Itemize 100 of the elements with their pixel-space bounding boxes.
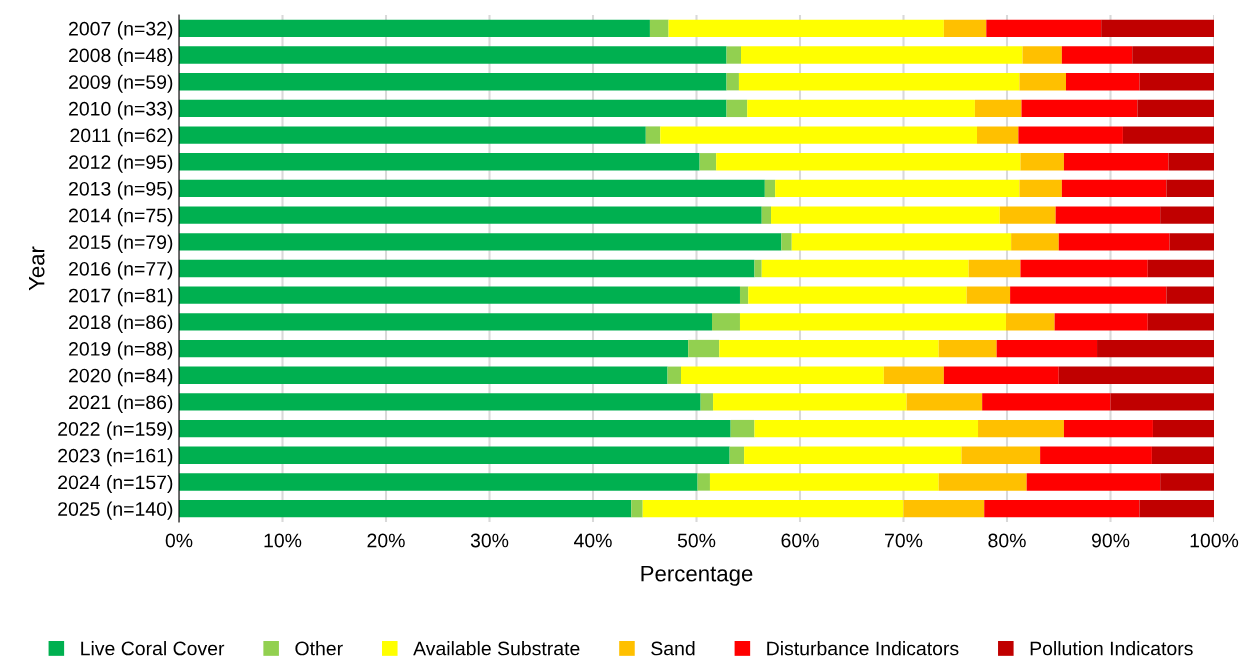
bar <box>761 206 772 224</box>
bar <box>1066 73 1140 91</box>
bar <box>1166 179 1214 198</box>
bar <box>719 339 939 358</box>
bar <box>906 393 983 411</box>
bar <box>649 19 669 38</box>
x-tick-label: 70% <box>885 533 923 548</box>
bar <box>1147 313 1214 331</box>
bar <box>1011 233 1059 251</box>
bar <box>1139 499 1214 518</box>
bar <box>1058 233 1170 251</box>
bar <box>642 499 904 518</box>
bar <box>976 126 1019 144</box>
bar <box>631 499 643 518</box>
bar <box>966 286 1011 304</box>
bar <box>726 73 739 91</box>
legend-label: Pollution Indicators <box>1030 641 1193 656</box>
bar <box>984 499 1140 518</box>
bar <box>1063 153 1169 171</box>
bar <box>1152 419 1214 438</box>
y-tick-label: 2015 (n=79) <box>69 234 173 253</box>
bar <box>179 206 762 224</box>
bar <box>1010 286 1167 304</box>
bar <box>754 259 762 278</box>
bar <box>978 419 1064 438</box>
bar <box>1097 339 1214 358</box>
legend-label: Other <box>295 641 343 656</box>
bar <box>883 366 944 384</box>
bar <box>660 126 977 144</box>
x-tick-label: 20% <box>367 533 405 548</box>
x-tick-label: 10% <box>264 533 302 548</box>
bar <box>729 446 745 464</box>
bar <box>179 259 755 278</box>
bar <box>688 339 720 358</box>
bar <box>1166 286 1214 304</box>
bar <box>1101 19 1214 38</box>
bar <box>1040 446 1152 464</box>
bar <box>1058 366 1214 384</box>
bar <box>1055 206 1161 224</box>
bar <box>996 339 1098 358</box>
bar <box>943 19 987 38</box>
y-tick-label: 2011 (n=62) <box>70 128 173 147</box>
bar <box>999 206 1056 224</box>
bar <box>748 286 967 304</box>
y-tick-label: 2012 (n=95) <box>69 154 173 173</box>
bar <box>968 259 1021 278</box>
y-tick-label: 2016 (n=77) <box>69 261 173 280</box>
bar <box>1122 126 1214 144</box>
x-tick-label: 60% <box>781 533 819 548</box>
bar <box>761 259 969 278</box>
bar <box>179 19 650 38</box>
bar <box>726 46 742 64</box>
bar <box>1137 99 1214 118</box>
y-axis-title: Year <box>29 246 45 291</box>
x-tick-label: 0% <box>165 533 193 548</box>
bar <box>1063 419 1153 438</box>
x-tick-label: 80% <box>988 533 1026 548</box>
bar <box>1132 46 1214 64</box>
bar <box>179 153 700 171</box>
bar <box>974 99 1022 118</box>
bar <box>781 233 792 251</box>
bar <box>1020 259 1148 278</box>
bar <box>771 206 1000 224</box>
y-tick-label: 2017 (n=81) <box>69 288 173 307</box>
y-tick-label: 2014 (n=75) <box>69 208 173 227</box>
y-tick-label: 2019 (n=88) <box>69 341 173 360</box>
bar <box>179 473 698 491</box>
bar <box>179 179 765 198</box>
bar <box>1061 179 1167 198</box>
bar <box>667 366 681 384</box>
bar <box>709 473 939 491</box>
bar <box>775 179 1020 198</box>
bar <box>961 446 1041 464</box>
bar <box>1160 206 1214 224</box>
bar <box>680 366 884 384</box>
bar <box>1151 446 1214 464</box>
bar <box>712 313 740 331</box>
bar <box>179 339 689 358</box>
x-tick-label: 50% <box>677 533 716 548</box>
bar <box>1061 46 1133 64</box>
bar <box>645 126 661 144</box>
bar <box>179 233 782 251</box>
bar <box>730 419 755 438</box>
bar <box>986 19 1102 38</box>
bar <box>903 499 985 518</box>
x-tick-label: 90% <box>1091 533 1130 548</box>
bar <box>739 313 1006 331</box>
bar <box>700 393 714 411</box>
bar <box>747 99 975 118</box>
bar <box>938 339 997 358</box>
bar <box>1026 473 1161 491</box>
x-tick-label: 40% <box>573 533 612 548</box>
y-tick-label: 2018 (n=86) <box>69 314 173 333</box>
legend-label: Sand <box>651 641 695 656</box>
bar <box>1019 179 1062 198</box>
bar <box>179 499 632 518</box>
bar <box>1020 153 1064 171</box>
bar <box>179 446 730 464</box>
bar <box>726 99 748 118</box>
x-tick-label: 30% <box>470 533 509 548</box>
